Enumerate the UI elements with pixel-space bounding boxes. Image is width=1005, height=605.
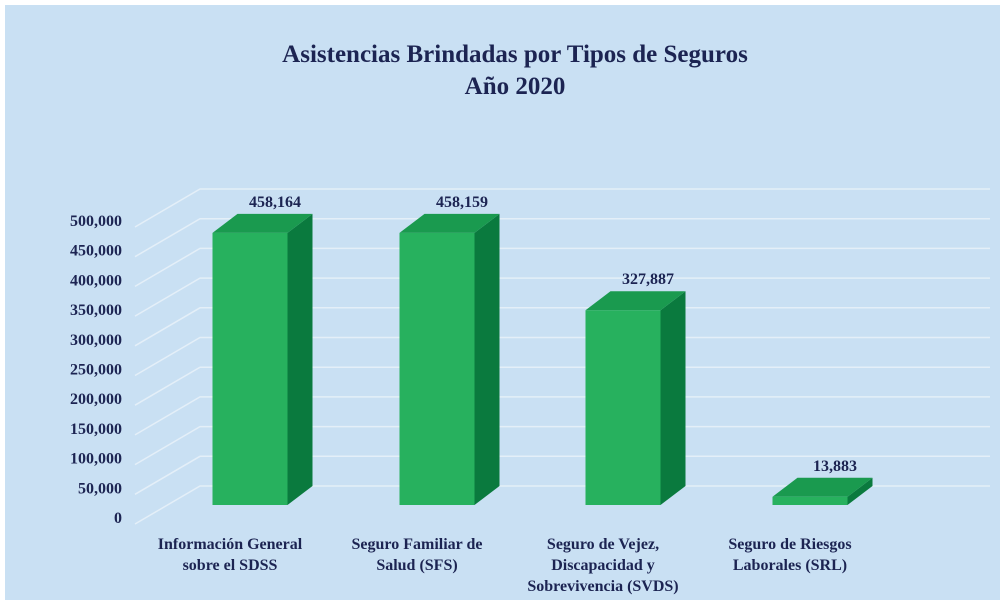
value-label: 458,159 (436, 194, 488, 211)
value-label: 327,887 (622, 271, 674, 288)
value-label: 13,883 (813, 458, 857, 475)
x-tick-label: Seguro de Riesgos Laborales (SRL) (728, 536, 851, 574)
grid-line (134, 217, 990, 258)
bar (772, 477, 873, 505)
bar-side (474, 213, 500, 505)
bar-top (772, 477, 873, 497)
x-tick-label: Seguro Familiar de Salud (SFS) (352, 536, 483, 574)
bar-top (212, 213, 313, 233)
chart-title: Asistencias Brindadas por Tipos de Segur… (282, 41, 748, 68)
y-tick-label: 450,000 (70, 243, 122, 260)
bar (585, 291, 686, 505)
bar-front (772, 496, 848, 505)
chart-subtitle: Año 2020 (465, 73, 566, 100)
bar (212, 213, 313, 505)
bar-side (847, 477, 873, 505)
y-tick-label: 250,000 (70, 362, 122, 379)
grid-line (134, 336, 990, 377)
grid-line (134, 485, 990, 525)
grid-line (134, 307, 990, 347)
value-label: 458,164 (249, 194, 301, 211)
y-tick-label: 100,000 (70, 451, 122, 468)
bar-top (399, 213, 500, 233)
bar-front (585, 310, 661, 505)
y-tick-label: 50,000 (78, 480, 122, 497)
grid-line (134, 277, 990, 317)
y-tick-label: 150,000 (70, 421, 122, 438)
x-tick-label: Información General sobre el SDSS (158, 536, 303, 574)
y-tick-label: 300,000 (70, 332, 122, 349)
bar-side (287, 213, 313, 505)
y-tick-label: 500,000 (70, 213, 122, 230)
grid-line (134, 396, 990, 436)
y-tick-label: 200,000 (70, 391, 122, 408)
bar-front (212, 232, 288, 505)
bar (399, 213, 500, 505)
y-tick-label: 400,000 (70, 272, 122, 289)
grid-line (134, 455, 990, 495)
y-tick-label: 0 (114, 510, 122, 527)
y-tick-label: 350,000 (70, 302, 122, 319)
grid-line (134, 366, 990, 406)
grid-line (134, 247, 990, 288)
bar-top (585, 291, 686, 311)
grid-line (134, 425, 990, 466)
bar-side (660, 291, 686, 505)
bar-front (399, 232, 475, 505)
grid-line (134, 188, 990, 228)
x-tick-label: Seguro de Vejez, Discapacidad y Sobreviven… (527, 536, 678, 595)
